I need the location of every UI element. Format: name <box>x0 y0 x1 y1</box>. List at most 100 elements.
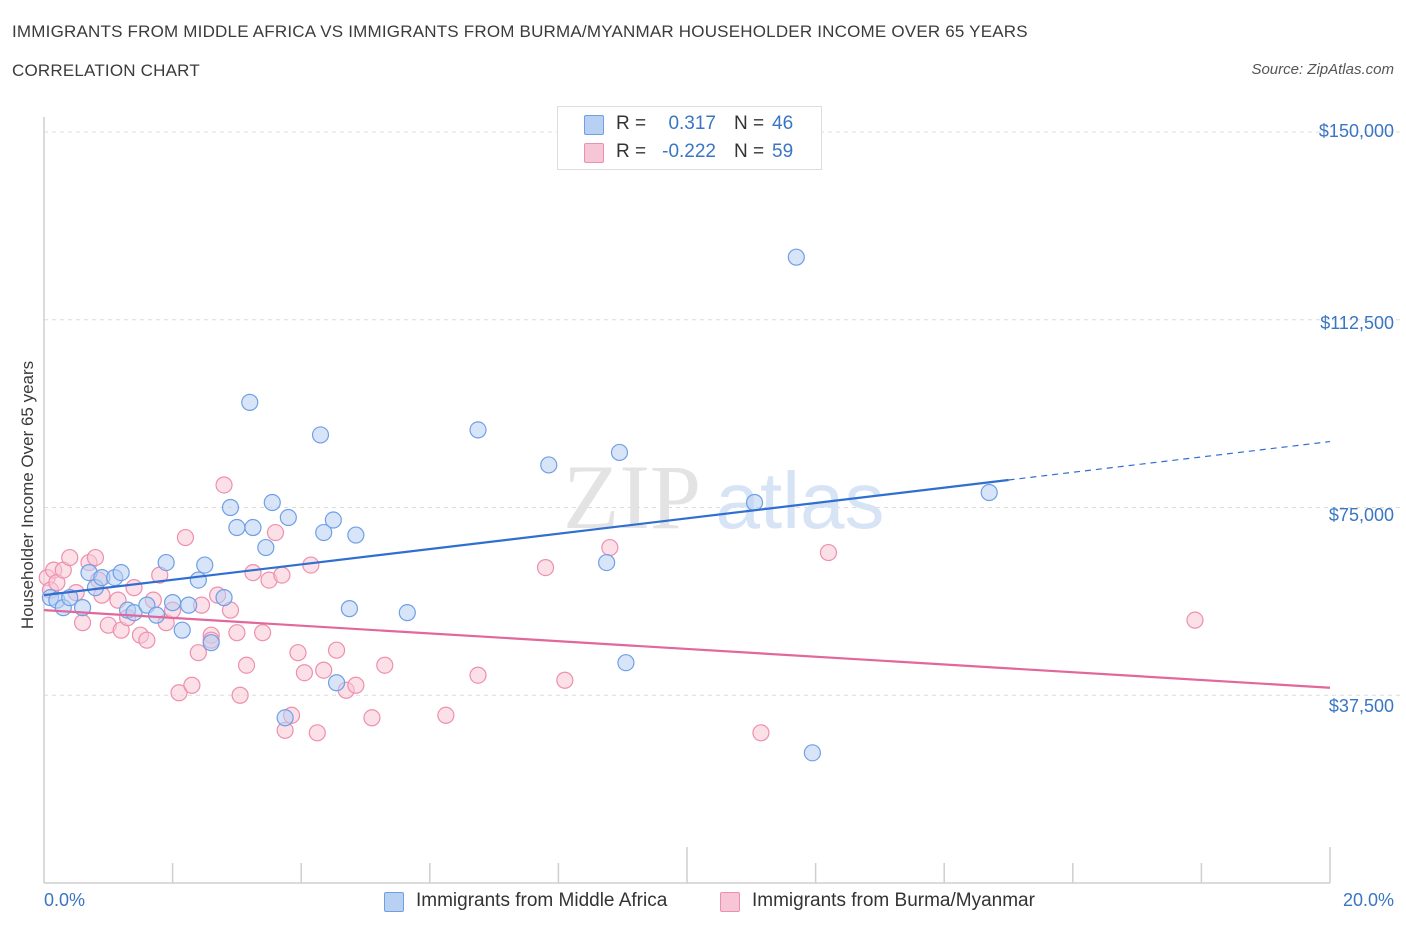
data-point <box>125 579 143 597</box>
trend-line-burma <box>43 609 1331 689</box>
data-point <box>257 538 275 557</box>
data-point <box>215 589 233 607</box>
data-point <box>86 548 105 567</box>
data-point <box>556 671 574 689</box>
stats-legend: R = 0.317 N = 46 R = -0.222 N = 59 <box>557 106 822 170</box>
x-tick-label-min: 0.0% <box>44 890 86 910</box>
legend-swatch-blue <box>584 115 604 135</box>
data-point <box>289 644 307 662</box>
y-axis-label: Householder Income Over 65 years <box>18 360 37 630</box>
data-point <box>601 538 619 557</box>
data-point <box>819 543 838 562</box>
trend-lines <box>43 440 1331 689</box>
data-point <box>308 724 326 742</box>
n-value: 46 <box>772 113 794 134</box>
data-point <box>173 621 191 639</box>
chart-title: IMMIGRANTS FROM MIDDLE AFRICA VS IMMIGRA… <box>12 22 1028 41</box>
legend-swatch-pink <box>584 143 604 163</box>
r-value: -0.222 <box>662 141 716 162</box>
data-point <box>164 594 182 612</box>
y-tick-label-75000: $75,000 <box>1328 505 1394 525</box>
gridlines <box>44 131 1400 696</box>
r-label: R = <box>616 113 647 134</box>
axes <box>43 117 1331 884</box>
data-point <box>617 654 635 672</box>
data-point <box>340 600 359 618</box>
data-point <box>376 656 394 674</box>
data-point <box>980 483 998 502</box>
data-point <box>237 656 256 674</box>
data-point <box>189 644 207 662</box>
data-point <box>61 548 79 567</box>
data-point <box>347 676 365 694</box>
data-point <box>241 393 259 411</box>
legend-swatch-pink <box>720 892 740 912</box>
trend-line-extension <box>1008 440 1331 481</box>
x-tick-label-max: 20.0% <box>1342 890 1394 910</box>
source-label: Source: ZipAtlas.com <box>1251 61 1394 78</box>
data-point <box>228 624 246 642</box>
data-point <box>302 556 320 574</box>
r-value: 0.317 <box>668 113 716 134</box>
data-point <box>215 476 233 494</box>
data-point <box>327 641 346 659</box>
n-label: N = <box>734 113 765 134</box>
data-point <box>202 634 220 652</box>
data-point <box>276 709 294 727</box>
data-point <box>598 553 616 572</box>
y-tick-label-112500: $112,500 <box>1320 313 1394 333</box>
data-point <box>437 706 455 724</box>
data-point <box>327 674 346 692</box>
data-point <box>228 518 246 537</box>
data-point <box>176 528 195 547</box>
data-point <box>147 606 166 624</box>
data-point <box>263 493 281 512</box>
n-label: N = <box>734 141 765 162</box>
data-point <box>244 563 262 582</box>
data-point <box>231 686 249 704</box>
data-point <box>254 624 272 642</box>
legend-swatch-blue <box>384 892 404 912</box>
r-label: R = <box>616 141 647 162</box>
data-point <box>189 571 207 589</box>
data-point <box>469 666 487 684</box>
data-point <box>221 498 240 517</box>
data-point <box>745 493 764 512</box>
data-point <box>324 511 342 529</box>
data-point <box>536 558 555 577</box>
data-point <box>469 421 487 439</box>
data-point <box>752 724 770 742</box>
data-point <box>180 596 198 614</box>
data-point <box>787 248 805 266</box>
chart-subtitle: CORRELATION CHART <box>12 61 200 80</box>
data-point <box>1186 611 1204 629</box>
data-point <box>279 508 297 527</box>
data-point <box>157 553 175 572</box>
legend-label: Immigrants from Middle Africa <box>416 890 668 911</box>
data-point <box>610 443 629 462</box>
data-point <box>112 563 130 582</box>
data-point <box>273 566 291 584</box>
watermark: ZIP atlas <box>563 446 884 548</box>
data-point <box>315 523 333 542</box>
data-point <box>138 631 156 649</box>
data-point <box>803 744 821 762</box>
data-point <box>363 709 381 727</box>
data-point <box>266 523 285 542</box>
data-point <box>540 456 558 474</box>
data-point <box>398 604 416 622</box>
y-tick-label-37500: $37,500 <box>1328 696 1394 716</box>
data-point <box>311 426 330 444</box>
data-point <box>170 684 188 702</box>
series-middle-africa-points <box>41 248 998 762</box>
data-point <box>73 614 92 632</box>
y-tick-label-150000: $150,000 <box>1318 121 1394 141</box>
n-value: 59 <box>772 141 794 162</box>
data-point <box>295 664 314 682</box>
trend-line-middle-africa <box>43 478 1009 597</box>
data-point <box>315 661 333 679</box>
legend-label: Immigrants from Burma/Myanmar <box>752 890 1035 911</box>
data-point <box>196 556 214 574</box>
data-point <box>347 526 365 544</box>
